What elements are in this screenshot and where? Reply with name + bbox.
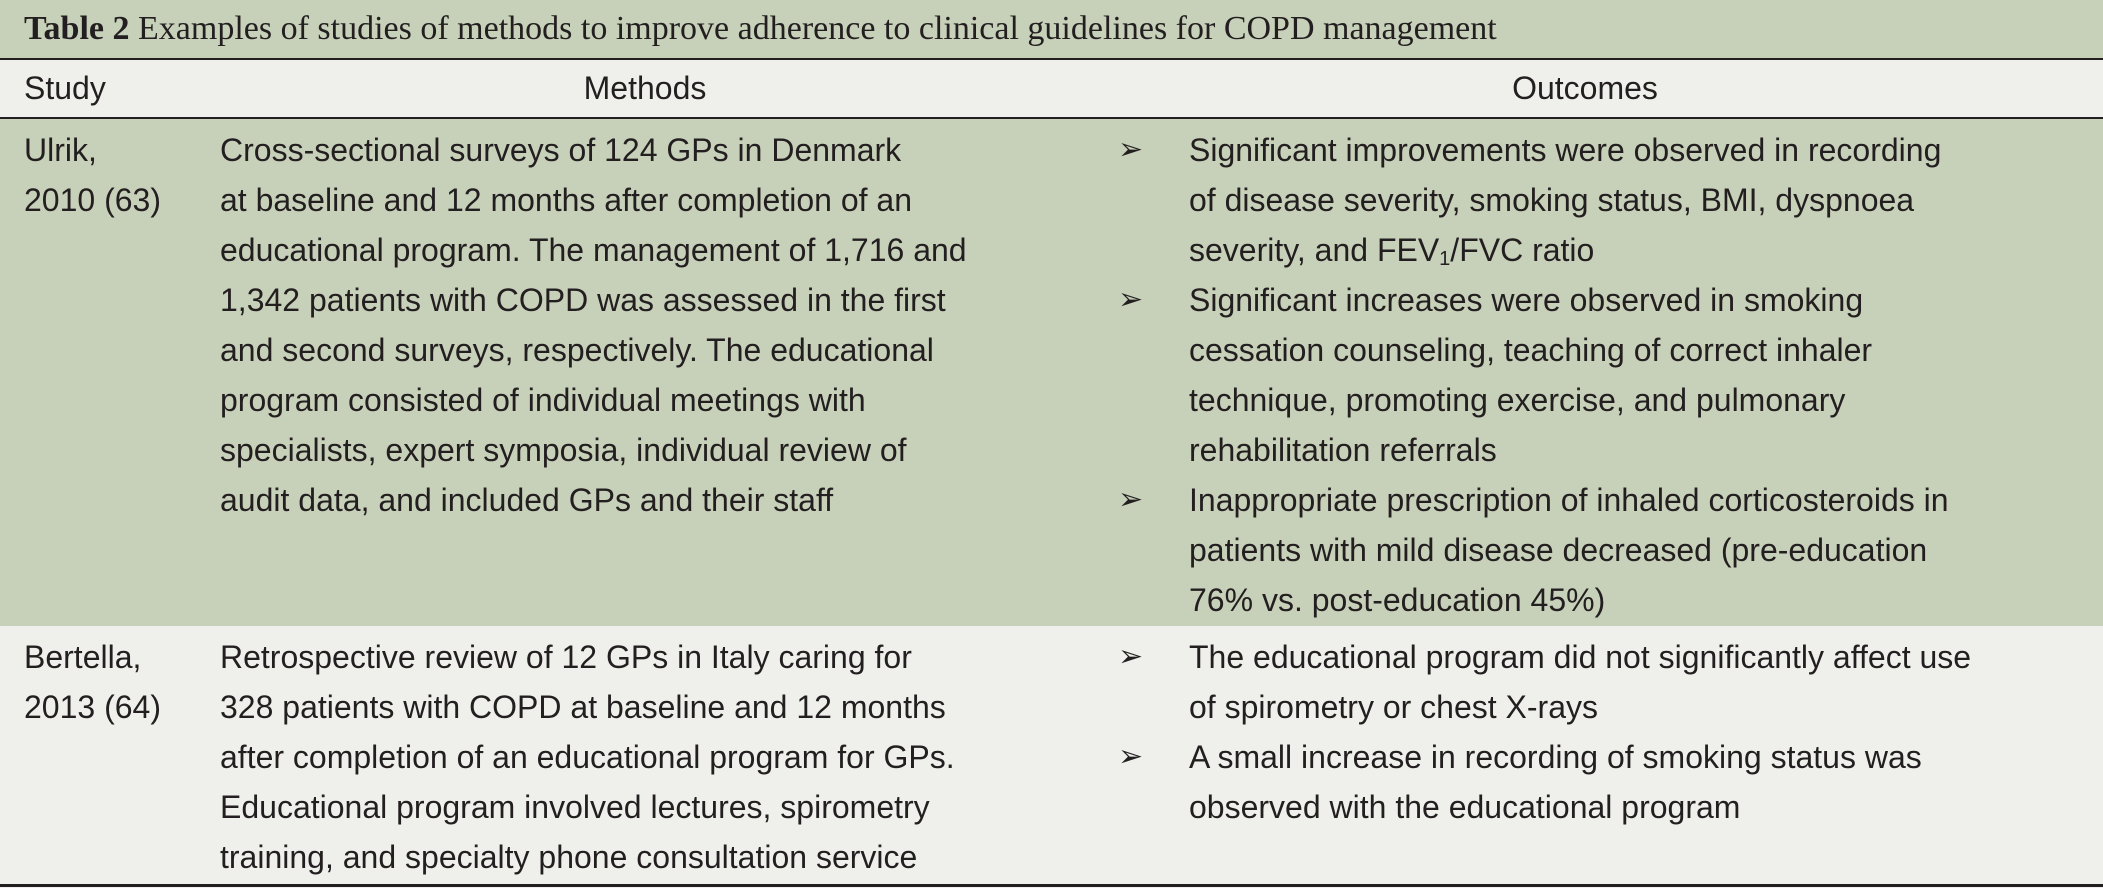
methods-line: educational program. The management of 1… <box>220 232 967 268</box>
outcome-line: 76% vs. post-education 45%) <box>1189 582 1606 618</box>
methods-line: 328 patients with COPD at baseline and 1… <box>220 689 946 725</box>
methods-line: Cross-sectional surveys of 124 GPs in De… <box>220 132 902 168</box>
outcome-line: severity, and FEV1/FVC ratio <box>1189 225 1941 275</box>
table-caption-title: Examples of studies of methods to improv… <box>138 10 1497 47</box>
outcome-line: patients with mild disease decreased (pr… <box>1189 532 1928 568</box>
table-caption: Table 2 Examples of studies of methods t… <box>0 0 2103 58</box>
methods-cell: Retrospective review of 12 GPs in Italy … <box>220 632 955 882</box>
methods-line: and second surveys, respectively. The ed… <box>220 332 934 368</box>
study-line: Bertella, <box>24 639 142 675</box>
outcome-text: /FVC ratio <box>1450 232 1595 268</box>
methods-line: Retrospective review of 12 GPs in Italy … <box>220 639 912 675</box>
arrowhead-bullet-icon: ➢ <box>1118 740 1144 773</box>
outcome-line: The educational program did not signific… <box>1189 639 1972 675</box>
study-cell: Ulrik, 2010 (63) <box>24 125 161 225</box>
study-line: 2013 (64) <box>24 689 161 725</box>
methods-line: program consisted of individual meetings… <box>220 382 866 418</box>
fev-subscript: 1 <box>1439 248 1451 270</box>
header-methods: Methods <box>583 70 707 106</box>
arrowhead-bullet-icon: ➢ <box>1118 283 1144 316</box>
top-rule <box>0 58 2103 60</box>
table-header-row: Study Methods Outcomes <box>0 60 2103 117</box>
arrowhead-bullet-icon: ➢ <box>1118 133 1144 166</box>
methods-line: training, and specialty phone consultati… <box>220 839 918 875</box>
table-row: Bertella, 2013 (64) Retrospective review… <box>0 626 2103 884</box>
table-caption-label: Table 2 <box>24 10 130 47</box>
outcome-line: of disease severity, smoking status, BMI… <box>1189 182 1915 218</box>
outcome-item: Inappropriate prescription of inhaled co… <box>1189 475 1949 625</box>
arrowhead-bullet-icon: ➢ <box>1118 483 1144 516</box>
outcome-line: Inappropriate prescription of inhaled co… <box>1189 482 1949 518</box>
outcome-line: Significant improvements were observed i… <box>1189 132 1942 168</box>
header-outcomes: Outcomes <box>1512 70 1658 106</box>
methods-line: after completion of an educational progr… <box>220 739 955 775</box>
outcome-text: severity, and FEV <box>1189 232 1440 268</box>
bottom-rule <box>0 884 2103 887</box>
arrowhead-bullet-icon: ➢ <box>1118 640 1144 673</box>
methods-line: at baseline and 12 months after completi… <box>220 182 912 218</box>
methods-cell: Cross-sectional surveys of 124 GPs in De… <box>220 125 967 525</box>
outcome-item: The educational program did not signific… <box>1189 632 1971 732</box>
outcome-item: Significant increases were observed in s… <box>1189 275 1872 475</box>
outcome-line: technique, promoting exercise, and pulmo… <box>1189 382 1846 418</box>
study-line: 2010 (63) <box>24 182 161 218</box>
methods-line: specialists, expert symposia, individual… <box>220 432 907 468</box>
outcome-line: Significant increases were observed in s… <box>1189 282 1864 318</box>
outcome-line: A small increase in recording of smoking… <box>1189 739 1922 775</box>
outcome-item: Significant improvements were observed i… <box>1189 125 1941 275</box>
header-rule <box>0 117 2103 119</box>
methods-line: 1,342 patients with COPD was assessed in… <box>220 282 946 318</box>
outcome-item: A small increase in recording of smoking… <box>1189 732 1922 832</box>
methods-line: audit data, and included GPs and their s… <box>220 482 834 518</box>
outcome-line: cessation counseling, teaching of correc… <box>1189 332 1873 368</box>
outcome-line: observed with the educational program <box>1189 789 1741 825</box>
study-line: Ulrik, <box>24 132 97 168</box>
methods-line: Educational program involved lectures, s… <box>220 789 930 825</box>
header-study: Study <box>24 70 106 106</box>
outcome-line: rehabilitation referrals <box>1189 432 1497 468</box>
study-cell: Bertella, 2013 (64) <box>24 632 161 732</box>
outcome-line: of spirometry or chest X-rays <box>1189 689 1598 725</box>
table-row: Ulrik, 2010 (63) Cross-sectional surveys… <box>0 119 2103 626</box>
